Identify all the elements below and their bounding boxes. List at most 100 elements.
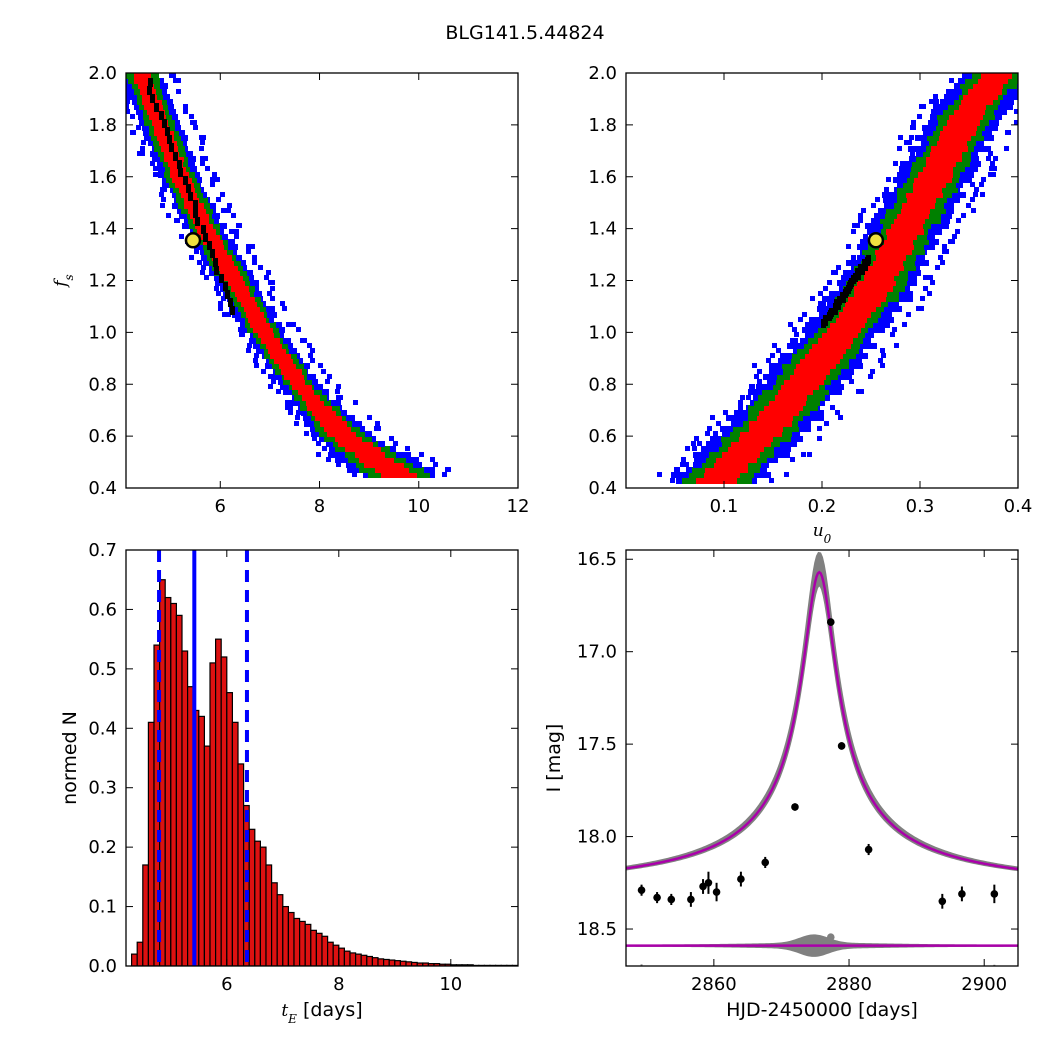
tl-inner-region <box>281 369 302 375</box>
tr-outer-pixel <box>838 415 843 420</box>
tr-outer-pixel <box>1014 109 1018 114</box>
tl-inner-region <box>144 104 163 110</box>
tl-outer-pixel <box>442 472 447 477</box>
tl-outer-pixel <box>229 229 234 234</box>
br-xtick-label: 2880 <box>826 974 872 995</box>
tr-outer-pixel <box>933 94 938 99</box>
tl-outer-pixel <box>433 462 438 467</box>
tl-outer-pixel <box>326 457 331 462</box>
tl-outer-pixel <box>310 358 315 363</box>
tl-outer-pixel <box>239 332 244 337</box>
histogram-bar <box>203 745 211 966</box>
tr-outer-pixel <box>928 275 933 280</box>
tr-outer-pixel <box>1040 89 1045 94</box>
histogram-bar <box>265 864 273 966</box>
tl-outer-pixel <box>204 275 209 280</box>
tr-outer-pixel <box>1018 114 1023 119</box>
tl-outer-pixel <box>280 301 285 306</box>
data-point <box>761 858 770 867</box>
histogram-bar <box>276 894 284 966</box>
tr-xtick-label: 0.4 <box>1004 496 1033 517</box>
tl-outer-pixel <box>237 223 242 228</box>
tr-outer-pixel <box>880 363 885 368</box>
tr-outer-pixel <box>990 161 995 166</box>
tr-outer-pixel <box>738 400 743 405</box>
tr-inner-region <box>764 405 803 411</box>
tr-outer-pixel <box>681 457 686 462</box>
tl-inner-region <box>201 234 220 240</box>
tr-ytick-label: 2.0 <box>588 63 617 84</box>
tl-inner-region <box>134 78 153 84</box>
tl-inner-region <box>193 218 209 224</box>
tr-outer-pixel <box>769 478 774 483</box>
tl-core-cell <box>230 306 235 315</box>
tr-inner-region <box>891 223 923 229</box>
tl-inner-region <box>335 436 362 442</box>
tl-outer-pixel <box>226 208 231 213</box>
tl-inner-region <box>168 161 183 167</box>
tr-outer-pixel <box>886 177 891 182</box>
br-ylabel: I [mag] <box>543 724 565 793</box>
tl-outer-pixel <box>201 135 206 140</box>
tl-core-cell <box>214 266 219 275</box>
histogram-bar <box>360 954 368 966</box>
tl-outer-pixel <box>153 166 158 171</box>
tr-outer-pixel <box>898 135 903 140</box>
tr-outer-pixel <box>821 301 826 306</box>
tr-outer-pixel <box>817 426 822 431</box>
tl-outer-pixel <box>227 203 232 208</box>
tr-outer-pixel <box>970 197 975 202</box>
tl-core-cell <box>203 233 208 242</box>
tr-core-cell <box>840 292 845 301</box>
tr-inner-region <box>873 260 903 266</box>
histogram-bar <box>366 955 373 966</box>
tr-outer-pixel <box>970 182 975 187</box>
tl-outer-pixel <box>393 441 398 446</box>
tr-outer-pixel <box>788 322 793 327</box>
tr-outer-pixel <box>802 312 807 317</box>
tr-outer-pixel <box>831 270 836 275</box>
histogram-bar <box>147 721 155 966</box>
bl-ytick-label: 0.6 <box>88 599 117 620</box>
bl-ytick-label: 0.5 <box>88 659 117 680</box>
tl-outer-pixel <box>338 395 343 400</box>
tl-inner-region <box>197 229 216 235</box>
tl-inner-region <box>134 73 151 79</box>
histogram-bar <box>136 941 144 966</box>
tl-inner-region <box>246 312 264 318</box>
tl-outer-pixel <box>264 275 269 280</box>
tr-inner-region <box>854 291 887 297</box>
tl-core-cell <box>154 103 159 112</box>
bl-xlabel: tE [days] <box>281 999 362 1026</box>
tl-outer-pixel <box>136 125 141 130</box>
tr-core-cell <box>866 255 871 264</box>
residual-point <box>939 990 947 998</box>
tr-outer-pixel <box>863 234 868 239</box>
tr-inner-region <box>827 327 861 333</box>
tl-inner-region <box>307 405 332 411</box>
tr-outer-pixel <box>921 104 926 109</box>
tr-ytick-label: 1.0 <box>588 322 617 343</box>
tl-ytick-label: 1.6 <box>88 167 117 188</box>
tr-outer-pixel <box>942 249 947 254</box>
tl-inner-region <box>231 286 249 292</box>
tl-inner-region <box>228 280 245 286</box>
data-point <box>712 888 721 896</box>
tr-xlabel: u0 <box>813 521 832 546</box>
tl-outer-pixel <box>183 104 188 109</box>
tl-outer-pixel <box>140 146 145 151</box>
histogram-bar <box>293 917 301 966</box>
tr-outer-pixel <box>911 120 916 125</box>
tl-outer-pixel <box>247 343 252 348</box>
histogram-bar <box>215 638 222 966</box>
tr-outer-pixel <box>952 234 957 239</box>
tr-inner-region <box>728 446 764 452</box>
tr-outer-pixel <box>938 255 943 260</box>
tr-outer-pixel <box>878 358 883 363</box>
residual-point <box>638 966 646 974</box>
tr-outer-pixel <box>855 223 860 228</box>
tl-outer-pixel <box>336 462 341 467</box>
tr-inner-region <box>864 275 894 281</box>
histogram-bar <box>175 614 183 966</box>
